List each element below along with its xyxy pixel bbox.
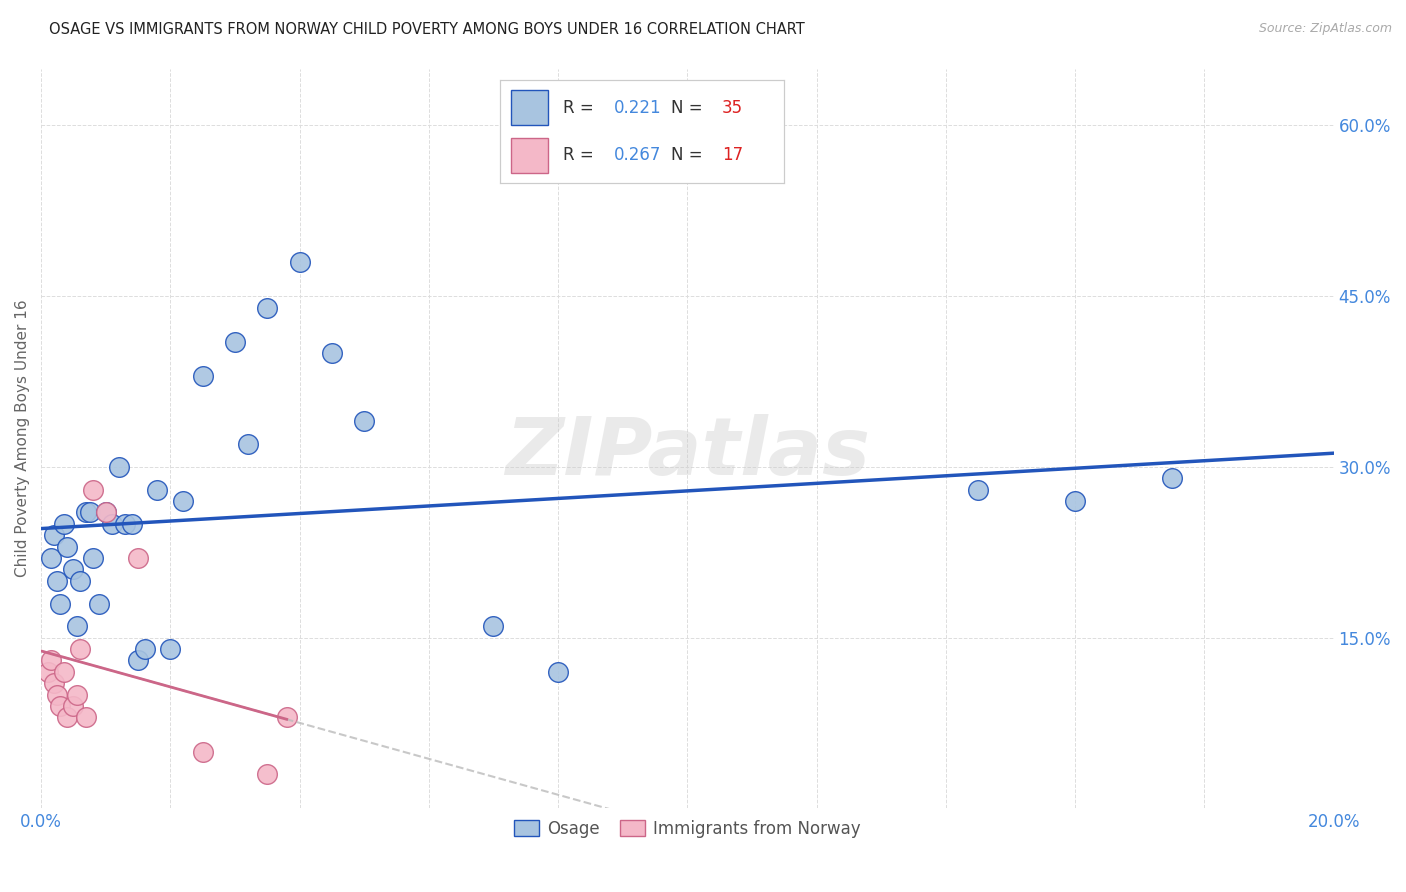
Point [224,334,246,349]
Point [66,619,89,633]
Point [172,494,194,508]
Point [191,745,214,759]
Point [114,516,136,531]
Point [121,516,143,531]
Point [46,574,69,588]
Point [127,551,149,566]
Point [288,255,311,269]
Point [69,574,91,588]
Point [62,698,84,713]
Legend: Osage, Immigrants from Norway: Osage, Immigrants from Norway [508,814,868,845]
Y-axis label: Child Poverty Among Boys Under 16: Child Poverty Among Boys Under 16 [15,300,30,577]
Point [159,642,181,657]
Point [1161,471,1184,485]
Point [1064,494,1087,508]
Point [107,459,129,474]
Text: ZIPatlas: ZIPatlas [505,414,870,492]
Point [94,506,117,520]
Point [39,653,62,667]
Text: OSAGE VS IMMIGRANTS FROM NORWAY CHILD POVERTY AMONG BOYS UNDER 16 CORRELATION CH: OSAGE VS IMMIGRANTS FROM NORWAY CHILD PO… [49,22,806,37]
Text: Source: ZipAtlas.com: Source: ZipAtlas.com [1258,22,1392,36]
Point [146,483,169,497]
Point [62,562,84,576]
Point [79,506,101,520]
Point [75,710,97,724]
Point [46,688,69,702]
Point [276,710,298,724]
Point [37,665,59,679]
Point [256,767,278,781]
Point [52,516,75,531]
Point [42,528,65,542]
Point [49,597,72,611]
Point [89,597,111,611]
Point [56,710,79,724]
Point [127,653,149,667]
Point [353,414,375,428]
Point [482,619,505,633]
Point [134,642,156,657]
Point [191,368,214,383]
Point [52,665,75,679]
Point [49,698,72,713]
Point [82,551,104,566]
Point [967,483,990,497]
Point [256,301,278,315]
Point [39,551,62,566]
Point [82,483,104,497]
Point [547,665,569,679]
Point [42,676,65,690]
Point [236,437,259,451]
Point [69,642,91,657]
Point [75,506,97,520]
Point [56,540,79,554]
Point [66,688,89,702]
Point [321,346,343,360]
Point [94,506,117,520]
Point [101,516,124,531]
